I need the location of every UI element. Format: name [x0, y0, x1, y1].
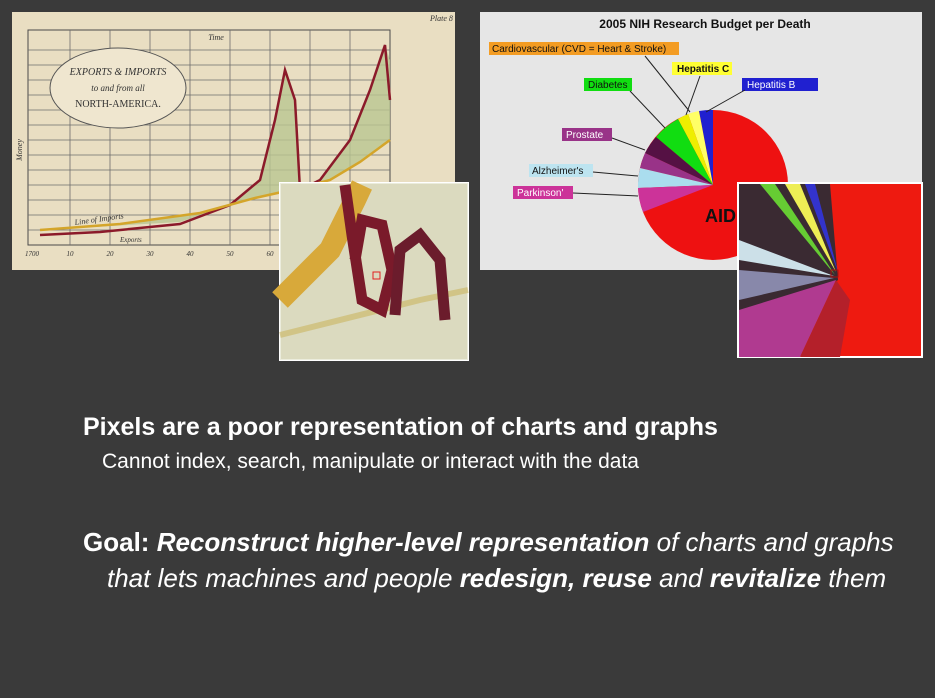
chart-title: to and from all: [91, 83, 145, 93]
axis-label: Time: [208, 33, 224, 42]
heading: Pixels are a poor representation of char…: [83, 413, 718, 441]
text: of charts and graphs that lets machines …: [107, 527, 894, 593]
axis-label: Money: [15, 139, 24, 162]
text: reuse: [582, 563, 652, 593]
year-label: 10: [67, 250, 75, 258]
text: Goal:: [83, 527, 150, 557]
subtext: Cannot index, search, manipulate or inte…: [102, 450, 639, 473]
text: them: [828, 563, 887, 593]
label: Diabetes: [588, 80, 627, 91]
line-label: Exports: [119, 236, 142, 244]
chart-title: NORTH-AMERICA.: [75, 99, 161, 110]
goal-text: Goal: Reconstruct higher-level represent…: [83, 524, 907, 596]
plate: Plate 8: [429, 14, 453, 23]
exports-line: [39, 44, 392, 237]
label: Prostate: [566, 130, 604, 141]
text: Reconstruct higher-level representation: [156, 527, 650, 557]
year-label: 40: [187, 250, 195, 258]
chart-title: 2005 NIH Research Budget per Death: [599, 17, 810, 31]
year-label: 60: [267, 250, 275, 258]
year-label: 50: [227, 250, 235, 258]
label: Hepatitis C: [677, 64, 729, 75]
label: AID: [705, 206, 736, 226]
label: Alzheimer's: [532, 166, 583, 177]
text: redesign,: [459, 563, 576, 593]
label: Hepatitis B: [747, 80, 796, 91]
text: and: [659, 563, 703, 593]
label: Cardiovascular (CVD = Heart & Stroke): [492, 44, 666, 55]
imports-line: [39, 138, 391, 232]
label: Parkinson': [517, 188, 563, 199]
pie-labels: Cardiovascular (CVD = Heart & Stroke) He…: [489, 42, 818, 226]
year-label: 1700: [25, 250, 40, 258]
year-label: 30: [146, 250, 155, 258]
zoom-inset: [272, 180, 469, 361]
zoom-inset: [737, 182, 923, 358]
year-label: 20: [107, 250, 115, 258]
chart-title: EXPORTS & IMPORTS: [69, 67, 167, 78]
text: revitalize: [709, 563, 822, 593]
title-cartouche: [49, 47, 187, 129]
